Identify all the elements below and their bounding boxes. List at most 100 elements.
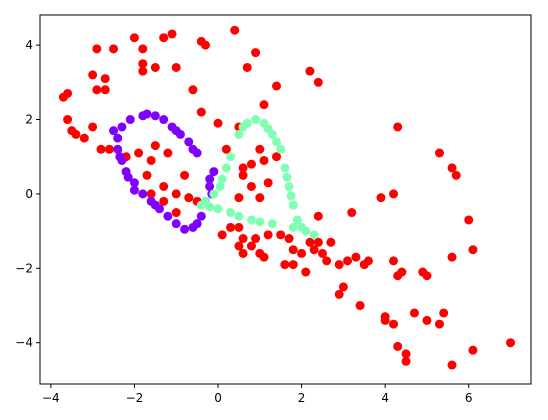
point xyxy=(434,148,444,158)
point xyxy=(468,245,478,255)
point xyxy=(309,245,319,255)
point xyxy=(234,211,244,221)
point xyxy=(393,122,403,132)
point xyxy=(288,200,298,210)
point xyxy=(292,215,302,225)
point xyxy=(226,152,236,162)
x-tick-label: −2 xyxy=(126,391,144,405)
point xyxy=(451,170,461,180)
axes-frame xyxy=(39,14,532,385)
point xyxy=(138,59,148,69)
point xyxy=(393,341,403,351)
point xyxy=(439,308,449,318)
point xyxy=(104,144,114,154)
point xyxy=(100,74,110,84)
x-tick-label: 0 xyxy=(214,391,222,405)
point xyxy=(71,129,81,139)
point xyxy=(217,174,227,184)
point xyxy=(409,308,419,318)
plot-area xyxy=(40,15,531,384)
point xyxy=(422,315,432,325)
point xyxy=(167,29,177,39)
point xyxy=(63,115,73,125)
point xyxy=(288,222,298,232)
point xyxy=(192,219,202,229)
point xyxy=(389,256,399,266)
x-tick-label: 6 xyxy=(465,391,473,405)
point xyxy=(146,189,156,199)
point xyxy=(280,163,290,173)
point xyxy=(163,148,173,158)
point xyxy=(259,100,269,110)
y-tick-label: −4 xyxy=(15,336,33,350)
point xyxy=(255,144,265,154)
point xyxy=(263,124,273,134)
point xyxy=(163,211,173,221)
point xyxy=(171,126,181,136)
point xyxy=(389,319,399,329)
point xyxy=(397,267,407,277)
point xyxy=(259,155,269,165)
point xyxy=(376,193,386,203)
point xyxy=(138,66,148,76)
point xyxy=(171,208,181,218)
point xyxy=(209,189,219,199)
point xyxy=(125,115,135,125)
point xyxy=(150,141,160,151)
point xyxy=(251,234,261,244)
point xyxy=(205,202,215,212)
point xyxy=(276,144,286,154)
point xyxy=(447,360,457,370)
point xyxy=(184,137,194,147)
point xyxy=(88,122,98,132)
point xyxy=(234,241,244,251)
point xyxy=(363,256,373,266)
point xyxy=(272,137,282,147)
point xyxy=(305,66,315,76)
point xyxy=(209,167,219,177)
point xyxy=(150,111,160,121)
point xyxy=(246,215,256,225)
point xyxy=(146,155,156,165)
x-tick-label: 4 xyxy=(381,391,389,405)
y-tick-label: 2 xyxy=(25,113,33,127)
point xyxy=(215,181,225,191)
point xyxy=(150,62,160,72)
point xyxy=(171,219,181,229)
point xyxy=(286,191,296,201)
point xyxy=(238,248,248,258)
point xyxy=(92,44,102,54)
point xyxy=(355,301,365,311)
point xyxy=(200,40,210,50)
point xyxy=(284,181,294,191)
point xyxy=(117,122,127,132)
point xyxy=(251,115,261,125)
point xyxy=(447,163,457,173)
point xyxy=(217,230,227,240)
point xyxy=(159,181,169,191)
point xyxy=(434,319,444,329)
point xyxy=(464,215,474,225)
point xyxy=(334,260,344,270)
point xyxy=(79,133,89,143)
point xyxy=(113,144,123,154)
point xyxy=(234,129,244,139)
point xyxy=(246,181,256,191)
point xyxy=(297,248,307,258)
point xyxy=(288,245,298,255)
point xyxy=(205,181,215,191)
point xyxy=(251,48,261,58)
point xyxy=(506,338,516,348)
point xyxy=(305,237,315,247)
point xyxy=(180,224,190,234)
point xyxy=(263,230,273,240)
point xyxy=(213,118,223,128)
point xyxy=(301,267,311,277)
point xyxy=(280,260,290,270)
point xyxy=(196,107,206,117)
point xyxy=(234,222,244,232)
point xyxy=(242,62,252,72)
point xyxy=(401,356,411,366)
point xyxy=(468,345,478,355)
